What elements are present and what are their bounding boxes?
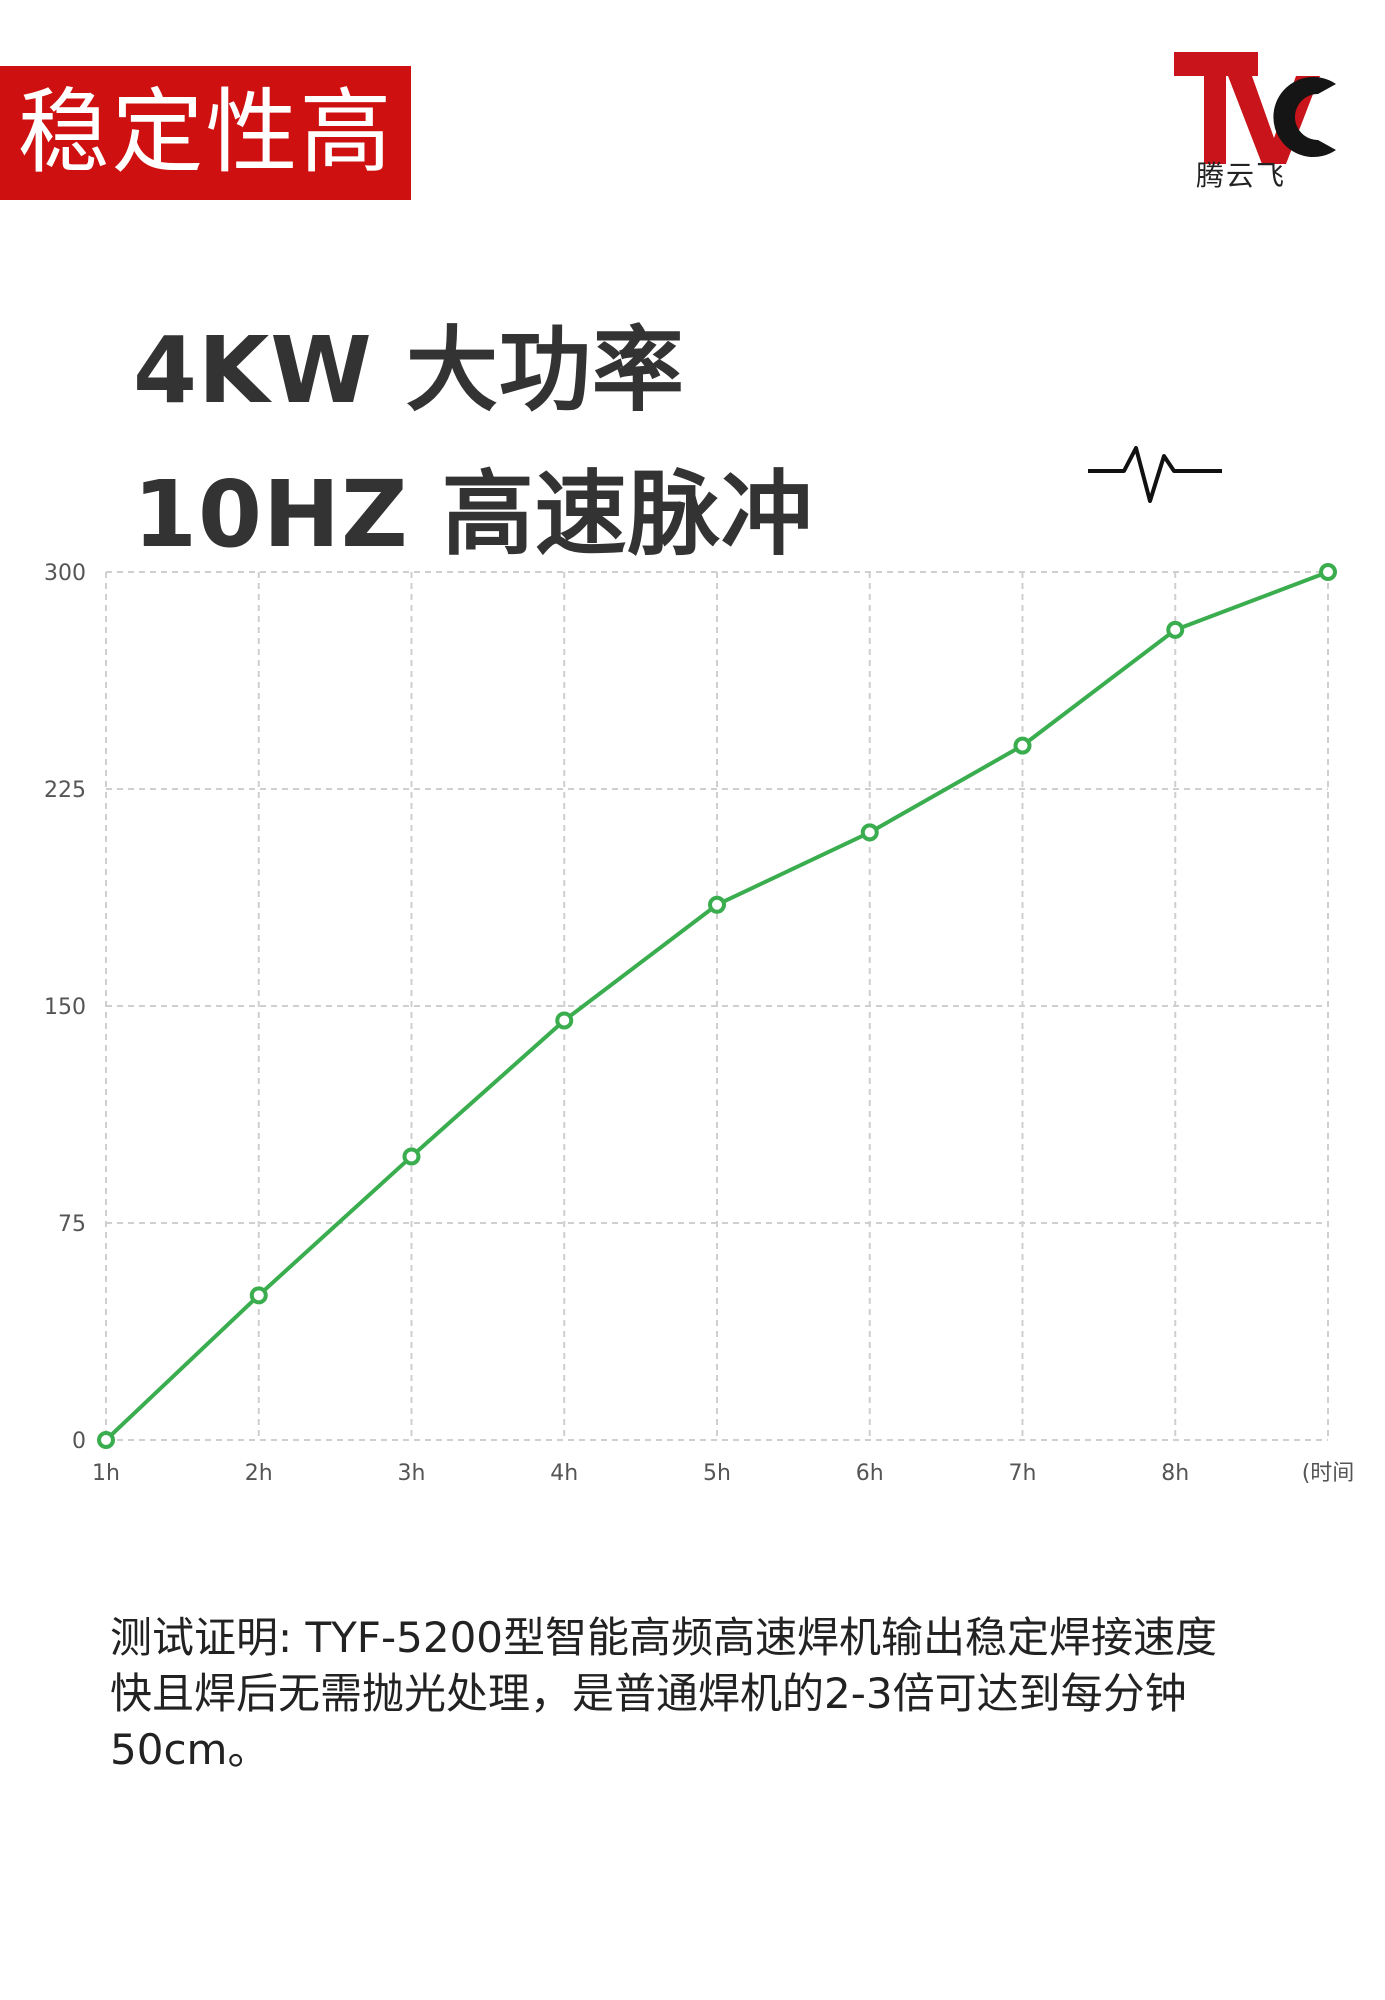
x-tick-label: 4h: [550, 1461, 578, 1486]
x-tick-label: 8h: [1161, 1461, 1189, 1486]
pulse-wave-icon: [1088, 446, 1222, 503]
data-point: [97, 1431, 115, 1449]
data-point: [1166, 620, 1185, 639]
x-tick-label: 2h: [245, 1461, 273, 1486]
y-tick-label: 75: [58, 1212, 86, 1237]
data-point: [249, 1286, 268, 1305]
x-tick-label: 5h: [703, 1461, 731, 1486]
caption-line-2: 快且焊后无需抛光处理，是普通焊机的2-3倍可达到每分钟: [110, 1669, 1187, 1718]
data-point: [402, 1147, 421, 1166]
data-point: [860, 823, 879, 842]
headline-pulse: 10HZ 高速脉冲: [133, 461, 814, 568]
caption-line-1: 测试证明: TYF-5200型智能高频高速焊机输出稳定焊接速度: [110, 1613, 1218, 1662]
logo-caption: 腾云飞: [1196, 159, 1287, 192]
data-point: [1319, 563, 1337, 581]
data-point: [708, 895, 726, 914]
headline-power: 4KW 大功率: [133, 317, 685, 424]
x-tick-label: 1h: [92, 1461, 120, 1486]
y-tick-label: 0: [72, 1429, 86, 1454]
caption-text: 测试证明: TYF-5200型智能高频高速焊机输出稳定焊接速度 快且焊后无需抛光…: [110, 1610, 1290, 1778]
x-tick-label: 7h: [1009, 1461, 1037, 1486]
data-point: [1013, 736, 1032, 755]
banner-title: 稳定性高: [17, 79, 394, 186]
speed-line-chart: 300 225 150 75 01h 2h 3h 4h 5h 6h 7h 8h (时间: [44, 561, 1354, 1486]
data-point: [555, 1011, 574, 1030]
chart-ticks: 300 225 150 75 01h 2h 3h 4h 5h 6h 7h 8h (时间: [44, 561, 1354, 1486]
x-tick-label: (时间: [1302, 1461, 1355, 1486]
x-tick-label: 3h: [398, 1461, 426, 1486]
caption-line-3: 50cm。: [110, 1725, 270, 1774]
brand-logo: [1174, 52, 1336, 164]
title-banner: 稳定性高: [0, 66, 411, 200]
y-tick-label: 300: [44, 561, 86, 586]
chart-grid: [105, 571, 1329, 1441]
x-tick-label: 6h: [856, 1461, 884, 1486]
y-tick-label: 150: [44, 995, 86, 1020]
chart-series: [97, 563, 1337, 1449]
y-tick-label: 225: [44, 778, 86, 803]
